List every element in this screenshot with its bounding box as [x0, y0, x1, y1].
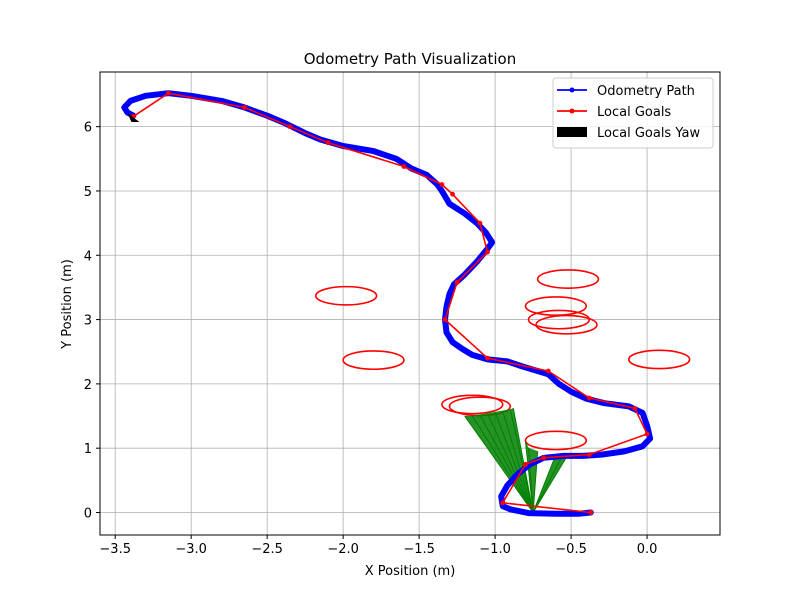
goal-circle	[527, 309, 591, 330]
local-goal-point	[632, 405, 638, 411]
y-tick-label: 4	[84, 249, 92, 264]
plot-frame	[99, 71, 721, 536]
goal-circle	[524, 430, 588, 451]
local-goal-point	[586, 452, 592, 458]
local-goal-point	[588, 510, 594, 515]
x-tick-label: 0.0	[637, 542, 658, 557]
local-goals-line	[132, 92, 648, 514]
local-goal-point	[454, 279, 460, 285]
legend-odometry-label: Odometry Path	[597, 84, 695, 99]
y-tick-label: 2	[84, 378, 92, 393]
yaw-ray	[528, 448, 534, 513]
local-goal-point	[241, 104, 247, 110]
ticks: −3.5 −3.0 −2.5 −2.0 −1.5 −1.0 −0.5 0.0 0 1 2 3 4 5 6	[84, 121, 658, 557]
local-goal-point	[500, 500, 506, 506]
yaw-arrow	[127, 112, 140, 122]
local-goal-point	[450, 191, 455, 197]
x-tick-label: −1.0	[479, 542, 511, 557]
goal-circle	[524, 296, 588, 317]
yaw-fans	[464, 407, 569, 513]
yaw-ray	[502, 410, 534, 513]
goal-circle	[441, 394, 504, 415]
local-goal-point	[541, 455, 547, 461]
chart-title: Odometry Path Visualization	[304, 50, 517, 68]
x-tick-label: −2.0	[327, 542, 359, 557]
grid	[100, 72, 720, 535]
local-goal-point	[442, 317, 448, 322]
series	[121, 90, 654, 517]
x-tick-label: −1.5	[403, 542, 435, 557]
yaw-ray	[512, 408, 534, 513]
local-goal-point	[287, 124, 293, 130]
x-tick-label: −2.5	[251, 542, 283, 557]
y-tick-label: 6	[84, 121, 92, 136]
y-tick-label: 1	[84, 442, 92, 457]
local-goal-point	[545, 368, 551, 374]
goal-circles	[314, 269, 691, 451]
y-tick-label: 0	[84, 506, 92, 521]
legend-goals-marker	[569, 108, 575, 114]
legend-odometry-marker	[569, 87, 575, 93]
local-goal-point	[485, 355, 490, 361]
goal-circle	[314, 285, 378, 306]
x-axis-title: X Position (m)	[365, 564, 456, 579]
x-tick-label: −0.5	[555, 542, 587, 557]
x-tick-label: −3.0	[175, 542, 207, 557]
y-axis-title: Y Position (m)	[60, 259, 75, 350]
local-goal-point	[485, 249, 490, 255]
legend-goals-label: Local Goals	[597, 105, 671, 120]
y-tick-label: 3	[84, 314, 92, 329]
local-goal-point	[523, 461, 528, 467]
local-goal-point	[586, 395, 592, 401]
local-goal-point	[439, 182, 445, 187]
local-goal-point	[477, 220, 483, 226]
goal-circle	[628, 349, 691, 370]
legend: Odometry Path Local Goals Local Goals Ya…	[552, 77, 714, 149]
yaw-ray	[532, 454, 557, 513]
legend-yaw-patch	[557, 127, 587, 137]
yaw-ray	[494, 411, 534, 513]
yaw-ray	[487, 413, 534, 513]
yaw-ray	[509, 409, 534, 513]
goal-circle	[342, 350, 405, 371]
yaw-ray	[464, 415, 534, 513]
yaw-ray	[532, 453, 564, 513]
local-goal-point	[644, 431, 650, 437]
legend-box	[552, 77, 714, 149]
legend-yaw-label: Local Goals Yaw	[597, 126, 700, 141]
yaw-ray	[471, 415, 534, 513]
x-tick-label: −3.5	[99, 542, 131, 557]
local-goal-point	[165, 90, 171, 96]
y-tick-label: 5	[84, 185, 92, 200]
local-goal-point	[401, 164, 407, 169]
yaw-ray	[532, 454, 569, 513]
goal-circle	[536, 269, 600, 290]
goal-circle	[535, 314, 598, 335]
yaw-ray	[479, 414, 534, 513]
local-goal-point	[325, 140, 331, 146]
